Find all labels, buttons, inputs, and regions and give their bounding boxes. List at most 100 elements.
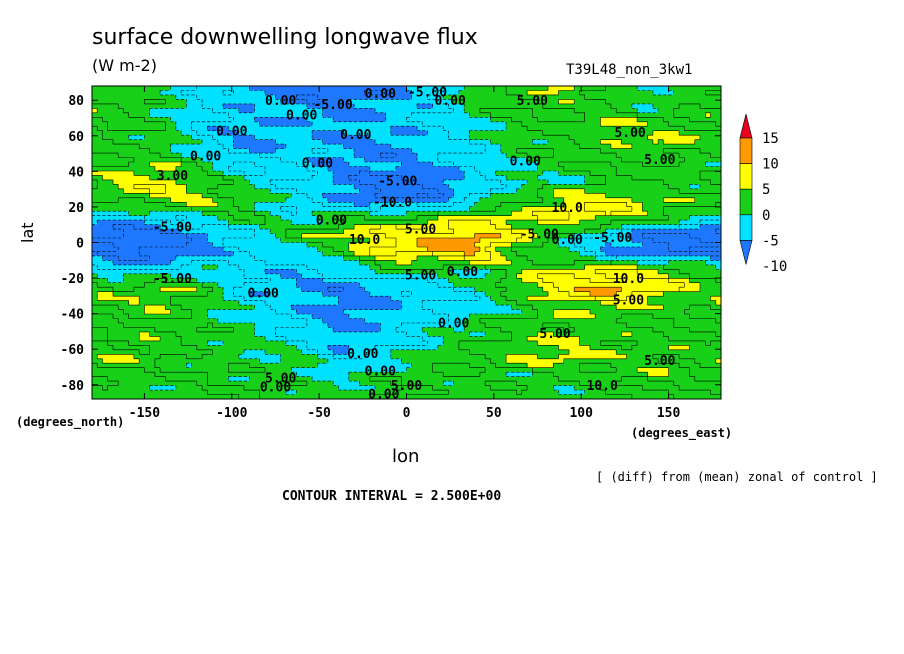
- field-cell: [228, 90, 235, 96]
- field-cell: [621, 184, 628, 190]
- field-cell: [511, 242, 518, 248]
- field-cell: [453, 153, 460, 159]
- field-cell: [521, 175, 528, 181]
- field-cell: [684, 157, 691, 163]
- field-cell: [584, 246, 591, 253]
- field-cell: [595, 242, 602, 248]
- field-cell: [296, 108, 303, 114]
- field-cell: [448, 148, 455, 154]
- field-cell: [390, 148, 397, 154]
- field-cell: [380, 135, 387, 141]
- field-cell: [563, 238, 570, 244]
- field-cell: [558, 162, 565, 168]
- field-cell: [443, 238, 450, 244]
- field-cell: [354, 264, 360, 270]
- field-cell: [568, 157, 575, 163]
- field-cell: [521, 153, 528, 159]
- field-cell: [610, 99, 617, 105]
- field-cell: [270, 170, 277, 177]
- field-cell: [238, 117, 245, 123]
- field-cell: [506, 220, 512, 226]
- field-cell: [715, 135, 721, 141]
- field-cell: [254, 242, 261, 248]
- field-cell: [118, 260, 125, 266]
- field-cell: [181, 126, 187, 132]
- field-cell: [511, 103, 518, 109]
- field-cell: [181, 170, 187, 177]
- field-cell: [160, 94, 166, 101]
- field-cell: [673, 103, 680, 109]
- field-cell: [396, 264, 402, 270]
- field-cell: [317, 179, 324, 185]
- field-cell: [416, 206, 423, 212]
- field-cell: [416, 233, 423, 239]
- field-cell: [584, 157, 591, 163]
- field-cell: [139, 260, 146, 266]
- field-cell: [458, 144, 465, 150]
- field-cell: [521, 251, 528, 257]
- field-cell: [511, 148, 518, 154]
- field-cell: [689, 94, 696, 101]
- field-cell: [165, 260, 172, 266]
- field-cell: [375, 229, 381, 235]
- field-cell: [296, 269, 303, 275]
- field-cell: [485, 90, 491, 96]
- field-cell: [401, 126, 408, 132]
- field-cell: [432, 260, 439, 266]
- field-cell: [464, 206, 470, 212]
- field-cell: [291, 179, 298, 185]
- field-cell: [123, 211, 130, 217]
- field-cell: [453, 202, 460, 208]
- field-cell: [558, 233, 565, 239]
- field-cell: [380, 130, 387, 136]
- field-cell: [521, 193, 528, 199]
- field-cell: [411, 112, 418, 118]
- field-cell: [202, 103, 208, 109]
- field-cell: [401, 99, 408, 105]
- field-cell: [642, 211, 649, 217]
- field-cell: [133, 264, 140, 270]
- field-cell: [338, 184, 345, 190]
- field-cell: [563, 112, 570, 118]
- field-cell: [390, 255, 397, 261]
- field-cell: [469, 166, 476, 172]
- field-cell: [422, 224, 429, 230]
- field-cell: [637, 153, 643, 159]
- field-cell: [658, 148, 664, 154]
- field-cell: [102, 197, 109, 203]
- field-cell: [516, 246, 523, 253]
- field-cell: [511, 157, 518, 163]
- field-cell: [642, 103, 649, 109]
- field-cell: [196, 202, 203, 208]
- field-cell: [616, 211, 623, 217]
- field-cell: [301, 103, 308, 109]
- field-cell: [212, 184, 219, 190]
- field-cell: [385, 229, 392, 235]
- field-cell: [259, 130, 266, 136]
- field-cell: [92, 197, 98, 203]
- field-cell: [416, 121, 423, 127]
- field-cell: [668, 238, 675, 244]
- field-cell: [485, 229, 491, 235]
- field-cell: [280, 238, 287, 244]
- field-cell: [658, 220, 664, 226]
- field-cell: [589, 229, 596, 235]
- field-cell: [139, 220, 146, 226]
- field-cell: [233, 238, 240, 244]
- field-cell: [212, 242, 219, 248]
- field-cell: [553, 179, 560, 185]
- field-cell: [443, 188, 450, 194]
- field-cell: [437, 193, 444, 199]
- field-cell: [537, 157, 544, 163]
- field-cell: [600, 90, 607, 96]
- field-cell: [647, 108, 654, 114]
- field-cell: [694, 229, 701, 235]
- field-cell: [416, 103, 423, 109]
- field-cell: [306, 135, 313, 141]
- field-cell: [532, 90, 539, 96]
- field-cell: [306, 126, 313, 132]
- field-cell: [500, 206, 507, 212]
- field-cell: [207, 202, 214, 208]
- field-cell: [139, 153, 146, 159]
- field-cell: [92, 130, 98, 136]
